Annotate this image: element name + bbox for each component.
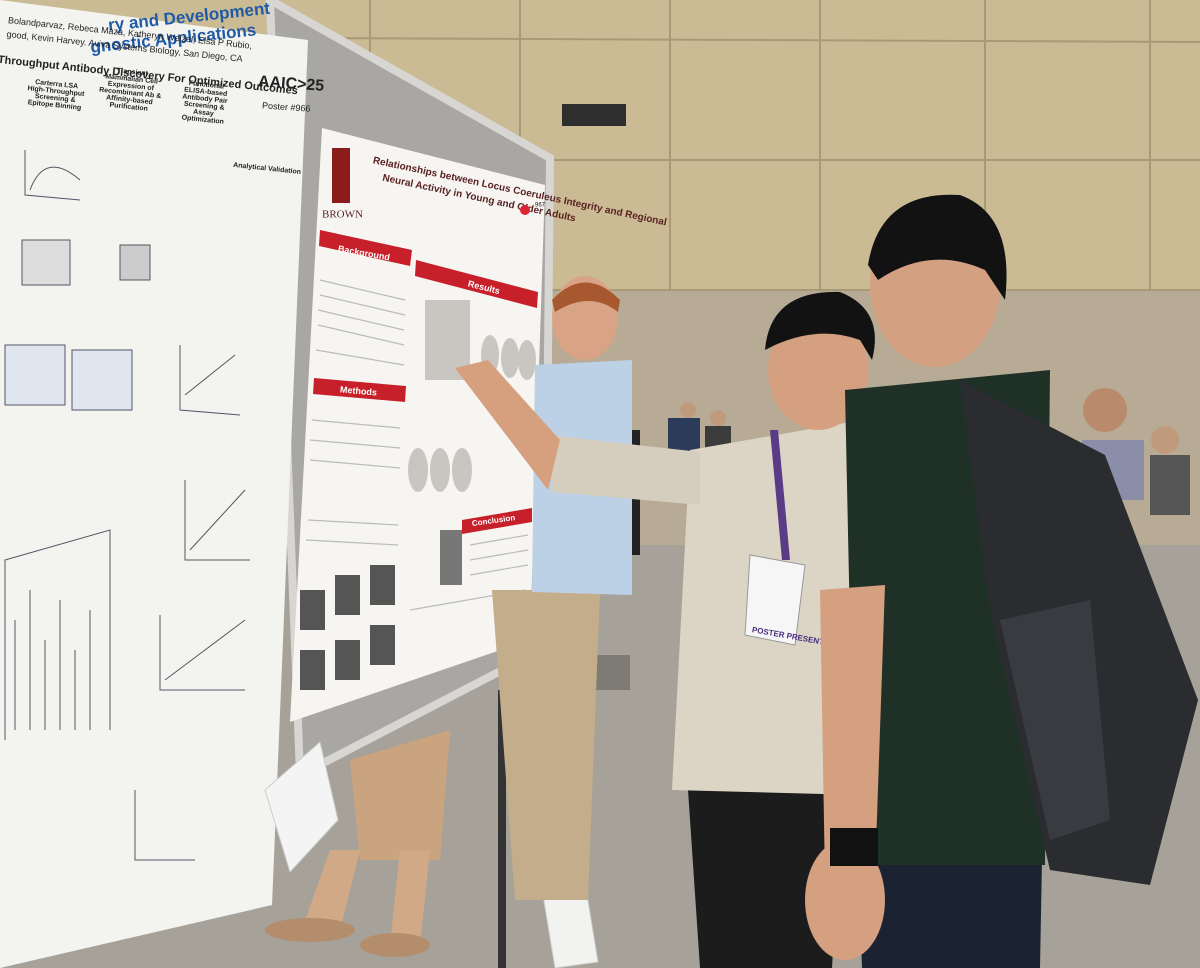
step-text: Functional ELISA-based Antibody Pair Scr… [181, 79, 228, 126]
shape [469, 534, 529, 546]
shape [430, 448, 450, 492]
step: Functional ELISA-based Antibody Pair Scr… [181, 79, 228, 126]
shape [319, 279, 406, 301]
shape [805, 840, 885, 960]
shape [492, 590, 600, 900]
step: Transient Mammalian Cell Expression of R… [98, 67, 162, 113]
shape [319, 294, 406, 316]
shape [300, 590, 325, 630]
person-beige-shirt: POSTER PRESENTER [455, 291, 875, 968]
shape [300, 650, 325, 690]
shape [1000, 600, 1110, 840]
shape [317, 324, 405, 346]
shape [1150, 455, 1190, 515]
shape [1151, 426, 1179, 454]
pin [520, 205, 530, 215]
institution: BROWN [322, 209, 363, 221]
shape [315, 349, 405, 366]
shape [335, 640, 360, 680]
shape [179, 345, 241, 416]
shape [370, 565, 395, 605]
shape [768, 310, 868, 430]
shape [452, 448, 472, 492]
shape [317, 309, 405, 331]
shape [265, 918, 355, 942]
shape [830, 828, 878, 866]
shape [548, 435, 700, 505]
shape [469, 549, 529, 561]
shape [299, 37, 1200, 43]
right-poster-figures [300, 300, 536, 690]
shape [319, 230, 412, 266]
shape [311, 419, 401, 429]
shape [134, 790, 195, 861]
poster-number: 967 [535, 203, 546, 209]
conference-logo: AAIC>25 [257, 73, 324, 95]
shape [710, 410, 726, 426]
step: Carterra LSA High-Throughput Screening &… [27, 78, 85, 112]
shape [1083, 388, 1127, 432]
poster-number: Poster #966 [262, 100, 311, 113]
shape [518, 340, 536, 380]
shape [688, 790, 842, 968]
shape [680, 402, 696, 418]
shape [390, 850, 430, 945]
shape [335, 575, 360, 615]
shape [455, 360, 560, 490]
shape [858, 860, 1042, 968]
shape [501, 338, 519, 378]
shape [415, 260, 538, 308]
shape [462, 508, 532, 534]
stand-pole [498, 690, 506, 968]
left-poster [0, 0, 308, 968]
shape [119, 244, 151, 281]
shape [184, 480, 250, 561]
note-paper [264, 741, 339, 873]
shape [408, 448, 428, 492]
shape [307, 519, 399, 526]
shape [300, 850, 360, 935]
vent [562, 104, 626, 126]
shape [305, 539, 399, 546]
step-text: Transient Mammalian Cell Expression of R… [98, 67, 162, 113]
shape [552, 282, 620, 312]
shape [309, 459, 401, 469]
shape [4, 344, 66, 406]
step-text: Carterra LSA High-Throughput Screening &… [27, 78, 85, 112]
shape [868, 194, 1007, 300]
shape [21, 239, 71, 286]
person-green-shirt [805, 194, 1198, 968]
shape [370, 625, 395, 665]
shape [24, 150, 81, 201]
shape [820, 585, 885, 880]
shape [159, 615, 246, 691]
shape [440, 530, 462, 585]
shape [744, 554, 806, 646]
legs [265, 730, 450, 957]
university-shield [332, 148, 350, 203]
shape [469, 564, 529, 576]
person-blue-shirt [492, 276, 632, 900]
shape [309, 439, 401, 449]
shape [71, 349, 133, 411]
left-poster-figures [4, 150, 250, 861]
right-poster-text-lines [305, 279, 529, 611]
shape [765, 291, 875, 360]
section-header: Methods [340, 384, 378, 397]
shape [313, 378, 406, 402]
shape [350, 730, 450, 860]
shape [770, 430, 790, 560]
shape [4, 529, 111, 740]
shape [360, 933, 430, 957]
